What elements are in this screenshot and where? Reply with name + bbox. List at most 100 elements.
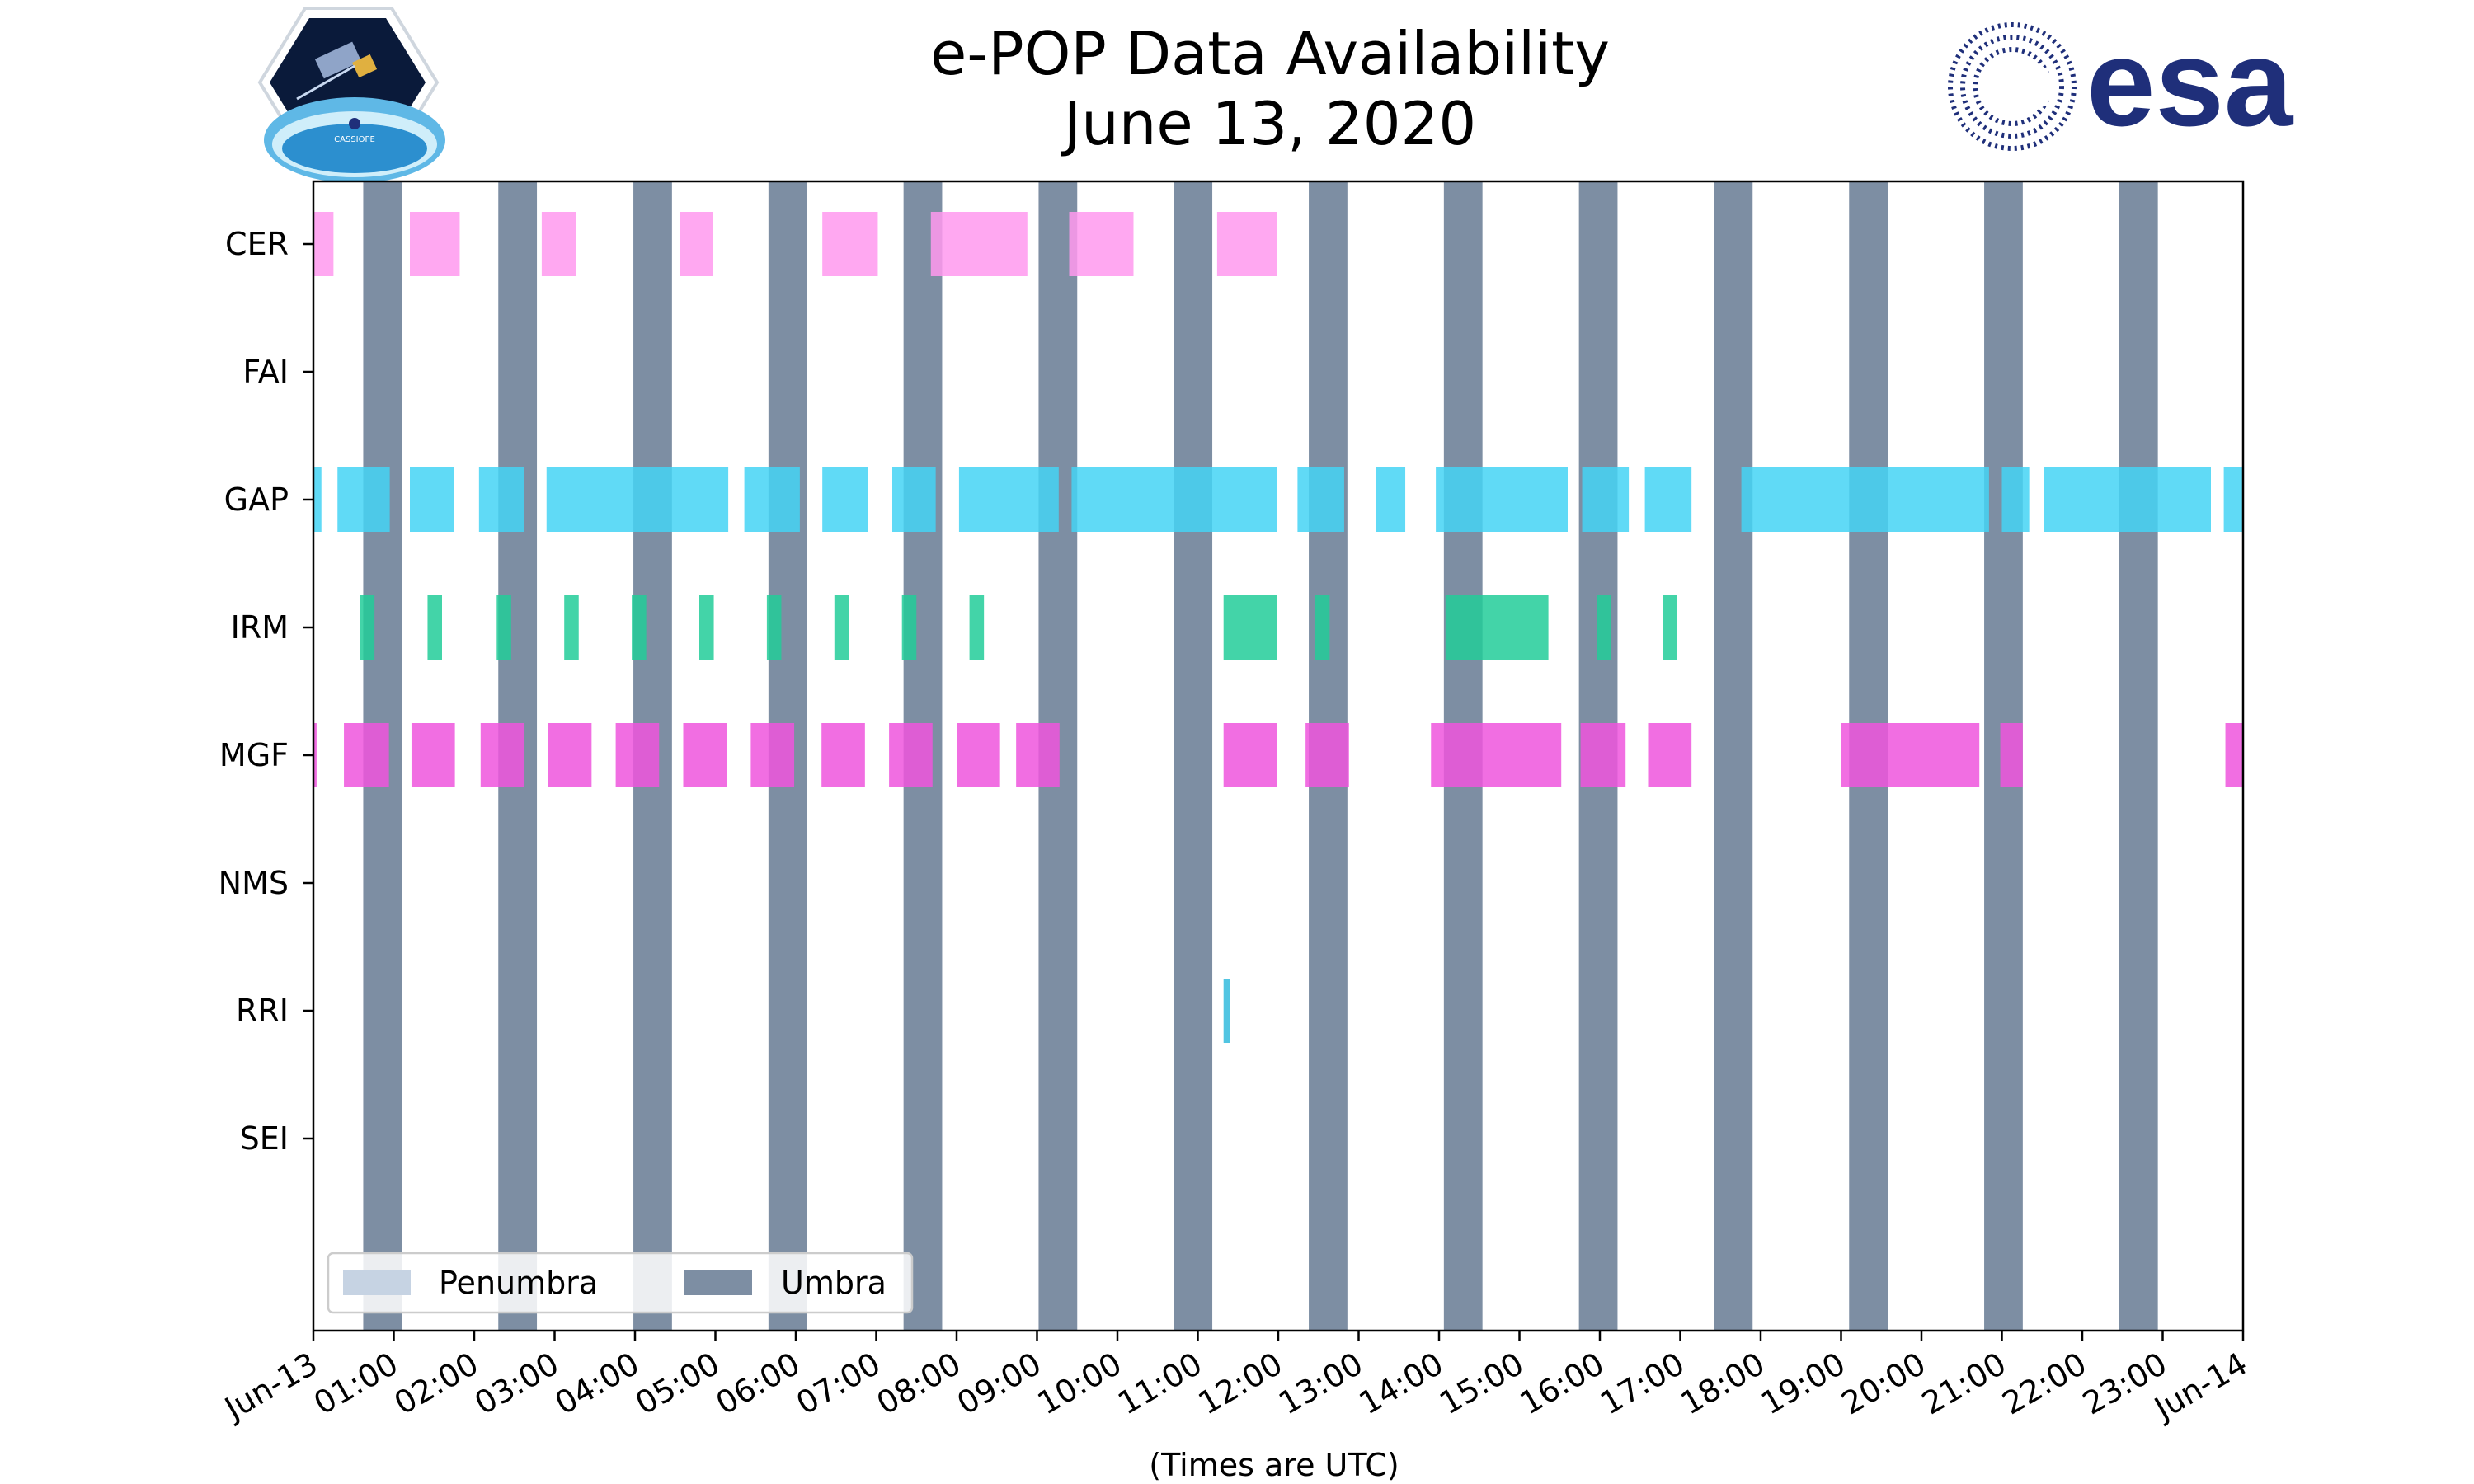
bar-mgf-16 bbox=[1648, 723, 1692, 787]
bar-mgf-9 bbox=[889, 723, 933, 787]
x-tick-label-08-00: 08:00 bbox=[871, 1345, 967, 1422]
bar-mgf-17 bbox=[1841, 723, 1980, 787]
x-tick-label-18-00: 18:00 bbox=[1675, 1345, 1771, 1422]
x-tick-label-10-00: 10:00 bbox=[1032, 1345, 1128, 1422]
x-tick-label-jun-14: Jun-14 bbox=[2147, 1345, 2254, 1428]
bar-mgf-1 bbox=[344, 723, 389, 787]
x-tick-label-06-00: 06:00 bbox=[710, 1345, 807, 1422]
x-axis-label: (Times are UTC) bbox=[1149, 1447, 1399, 1483]
bar-gap-1 bbox=[337, 467, 390, 532]
bar-irm-9 bbox=[969, 595, 985, 660]
cassiope-logo-text: CASSIOPE bbox=[334, 135, 375, 144]
x-tick-label-02-00: 02:00 bbox=[388, 1345, 485, 1422]
legend-swatch-penumbra bbox=[343, 1270, 411, 1295]
bar-irm-13 bbox=[1597, 595, 1611, 660]
bar-irm-2 bbox=[496, 595, 511, 660]
bar-gap-7 bbox=[892, 467, 936, 532]
bar-irm-1 bbox=[427, 595, 442, 660]
bar-gap-3 bbox=[478, 467, 524, 532]
x-tick-label-09-00: 09:00 bbox=[951, 1345, 1047, 1422]
bar-mgf-18 bbox=[2000, 723, 2023, 787]
legend-label-umbra: Umbra bbox=[781, 1265, 887, 1301]
bar-mgf-3 bbox=[480, 723, 524, 787]
bar-irm-12 bbox=[1445, 595, 1549, 660]
bar-gap-2 bbox=[410, 467, 454, 532]
bar-irm-11 bbox=[1315, 595, 1330, 660]
bar-gap-6 bbox=[822, 467, 868, 532]
bar-irm-6 bbox=[766, 595, 782, 660]
bar-gap-13 bbox=[1582, 467, 1630, 532]
legend-label-penumbra: Penumbra bbox=[439, 1265, 598, 1301]
bar-mgf-14 bbox=[1431, 723, 1562, 787]
x-tick-label-04-00: 04:00 bbox=[549, 1345, 646, 1422]
bar-mgf-15 bbox=[1580, 723, 1626, 787]
x-tick-label-01-00: 01:00 bbox=[308, 1345, 404, 1422]
bar-irm-4 bbox=[632, 595, 647, 660]
bar-mgf-2 bbox=[411, 723, 455, 787]
y-tick-label-nms: NMS bbox=[219, 865, 289, 901]
y-tick-label-cer: CER bbox=[225, 226, 289, 262]
chart-title-line2: June 13, 2020 bbox=[1061, 89, 1476, 158]
bar-mgf-12 bbox=[1223, 723, 1277, 787]
x-axis: Jun-1301:0002:0003:0004:0005:0006:0007:0… bbox=[218, 1331, 2254, 1428]
bar-mgf-6 bbox=[683, 723, 727, 787]
y-axis: CER FAI GAP IRM MGF NMS RRI SEI bbox=[219, 226, 313, 1157]
x-tick-label-11-00: 11:00 bbox=[1112, 1345, 1208, 1422]
umbra-band-13 bbox=[2119, 181, 2158, 1331]
bar-cer-3 bbox=[680, 212, 713, 276]
bar-cer-1 bbox=[410, 212, 460, 276]
y-tick-label-mgf: MGF bbox=[219, 737, 289, 773]
bar-irm-10 bbox=[1223, 595, 1277, 660]
bar-cer-0 bbox=[313, 212, 334, 276]
bar-gap-16 bbox=[2001, 467, 2030, 532]
chart-title-line1: e-POP Data Availability bbox=[930, 19, 1610, 88]
x-tick-label-jun-13: Jun-13 bbox=[218, 1345, 324, 1428]
bar-irm-7 bbox=[834, 595, 849, 660]
bar-gap-4 bbox=[546, 467, 729, 532]
bar-gap-11 bbox=[1376, 467, 1406, 532]
bar-irm-3 bbox=[564, 595, 579, 660]
legend-swatch-umbra bbox=[684, 1270, 752, 1295]
bar-gap-8 bbox=[958, 467, 1059, 532]
y-tick-label-fai: FAI bbox=[242, 354, 289, 390]
plot-area bbox=[312, 180, 2245, 1332]
legend: Penumbra Umbra bbox=[327, 1252, 914, 1314]
bar-gap-15 bbox=[1741, 467, 1989, 532]
bar-gap-12 bbox=[1436, 467, 1568, 532]
x-tick-label-16-00: 16:00 bbox=[1514, 1345, 1611, 1422]
esa-logo: esa bbox=[1948, 13, 2294, 152]
bar-gap-18 bbox=[2223, 467, 2243, 532]
legend-box bbox=[327, 1252, 914, 1314]
bar-mgf-10 bbox=[957, 723, 1000, 787]
y-tick-label-gap: GAP bbox=[224, 481, 289, 518]
cassiope-logo: CASSIOPE bbox=[257, 7, 445, 183]
bar-cer-2 bbox=[541, 212, 576, 276]
bar-mgf-11 bbox=[1016, 723, 1060, 787]
bar-mgf-4 bbox=[548, 723, 592, 787]
bar-gap-9 bbox=[1071, 467, 1277, 532]
x-tick-label-15-00: 15:00 bbox=[1433, 1345, 1530, 1422]
bar-irm-0 bbox=[360, 595, 375, 660]
esa-logo-text: esa bbox=[2086, 13, 2294, 152]
bar-gap-0 bbox=[313, 467, 322, 532]
bar-irm-8 bbox=[901, 595, 917, 660]
y-tick-label-irm: IRM bbox=[231, 609, 289, 646]
bar-mgf-5 bbox=[615, 723, 660, 787]
x-tick-label-20-00: 20:00 bbox=[1836, 1345, 1932, 1422]
x-tick-label-03-00: 03:00 bbox=[468, 1345, 565, 1422]
bar-mgf-19 bbox=[2225, 723, 2243, 787]
y-tick-label-rri: RRI bbox=[236, 993, 289, 1029]
x-tick-label-19-00: 19:00 bbox=[1755, 1345, 1851, 1422]
x-tick-label-05-00: 05:00 bbox=[629, 1345, 726, 1422]
bar-mgf-0 bbox=[313, 723, 317, 787]
x-tick-label-07-00: 07:00 bbox=[790, 1345, 887, 1422]
bar-cer-7 bbox=[1216, 212, 1277, 276]
bar-rri-0 bbox=[1223, 979, 1230, 1043]
bar-gap-14 bbox=[1644, 467, 1692, 532]
bar-cer-5 bbox=[930, 212, 1028, 276]
x-tick-label-12-00: 12:00 bbox=[1192, 1345, 1289, 1422]
y-tick-label-sei: SEI bbox=[240, 1120, 289, 1157]
bar-mgf-13 bbox=[1305, 723, 1349, 787]
bars-layer bbox=[313, 212, 2243, 1043]
x-tick-label-17-00: 17:00 bbox=[1594, 1345, 1691, 1422]
